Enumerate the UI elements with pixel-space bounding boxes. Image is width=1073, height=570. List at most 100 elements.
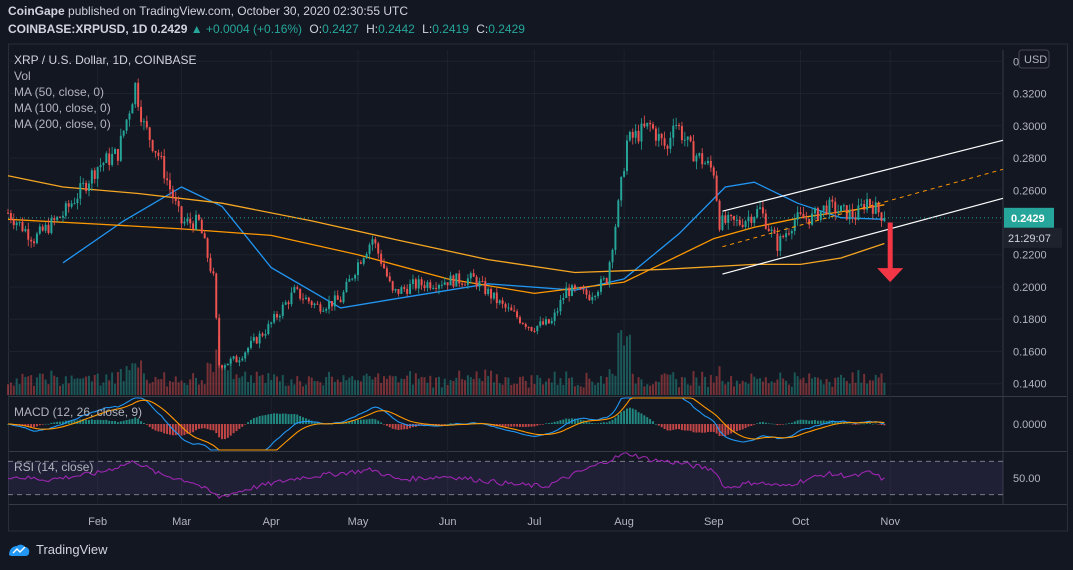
candle-body [339, 299, 342, 303]
volume-bar [15, 378, 18, 395]
macd-histogram-bar [440, 424, 443, 425]
candle-body [802, 213, 805, 219]
candle-body [678, 124, 681, 127]
candle-body [863, 204, 866, 210]
volume-bar [420, 376, 423, 395]
volume-bar [157, 379, 160, 395]
macd-histogram-bar [550, 422, 553, 424]
price-label-box [1004, 207, 1054, 228]
macd-histogram-bar [73, 420, 76, 424]
macd-histogram-bar [278, 413, 281, 424]
candle-body [137, 82, 140, 107]
candle-body [41, 226, 44, 231]
candle-body [837, 211, 840, 214]
volume-bar [388, 375, 391, 395]
last-price: 0.2429 [150, 22, 188, 36]
publisher-name[interactable]: CoinGape [8, 4, 65, 18]
volume-bar [542, 384, 545, 395]
volume-bar [646, 384, 649, 395]
candle-body [704, 163, 707, 165]
macd-histogram-bar [649, 419, 652, 424]
volume-bar [452, 380, 455, 395]
volume-bar [461, 379, 464, 395]
macd-histogram-bar [657, 424, 660, 426]
candle-body [50, 218, 53, 233]
candle-body [328, 301, 331, 309]
candle-body [822, 205, 825, 211]
volume-bar [21, 373, 24, 395]
candle-body [154, 150, 157, 153]
macd-histogram-bar [805, 420, 808, 424]
candle-body [692, 141, 695, 162]
volume-bar [709, 375, 712, 395]
macd-histogram-bar [770, 423, 773, 425]
volume-bar [521, 376, 524, 395]
currency-badge: USD [1024, 54, 1047, 66]
volume-bar [657, 382, 660, 395]
price-tick-label: 0.1600 [1013, 346, 1047, 358]
macd-histogram-bar [773, 423, 776, 425]
volume-bar [466, 375, 469, 395]
candle-body [293, 287, 296, 293]
volume-bar [779, 372, 782, 395]
volume-bar [848, 383, 851, 395]
volume-bar [857, 370, 860, 395]
candle-body [594, 296, 597, 298]
volume-bar [200, 380, 203, 395]
volume-bar [111, 372, 114, 395]
macd-histogram-bar [727, 424, 730, 435]
countdown-box [1004, 227, 1062, 248]
volume-bar [449, 380, 452, 395]
tradingview-footer[interactable]: TradingView [8, 542, 108, 557]
candle-body [475, 276, 478, 287]
macd-histogram-bar [868, 423, 871, 424]
volume-bar [177, 382, 180, 395]
volume-bar [785, 380, 788, 395]
volume-bar [61, 384, 64, 395]
volume-bar [877, 377, 880, 395]
macd-histogram-bar [270, 413, 273, 424]
volume-bar [652, 384, 654, 395]
macd-histogram-bar [562, 419, 565, 424]
macd-histogram-bar [588, 422, 591, 424]
volume-bar [738, 383, 741, 395]
macd-histogram-bar [874, 423, 877, 425]
moving-average-line [7, 175, 885, 274]
macd-histogram-bar [602, 422, 605, 424]
volume-bar [868, 380, 871, 395]
volume-bar [721, 380, 724, 395]
candle-body [351, 278, 354, 280]
candle-body [151, 140, 154, 151]
candle-body [145, 121, 148, 128]
macd-histogram-bar [640, 413, 643, 424]
macd-histogram-bar [706, 424, 709, 433]
macd-histogram-bar [345, 421, 348, 424]
macd-histogram-bar [822, 420, 825, 424]
candle-body [637, 130, 640, 142]
volume-bar [860, 382, 863, 395]
macd-histogram-bar [125, 420, 128, 424]
candle-body [706, 160, 709, 164]
candle-body [770, 229, 773, 232]
macd-histogram-bar [628, 407, 631, 424]
candle-body [105, 153, 108, 163]
price-tick-label: 0.3200 [1013, 89, 1047, 101]
candle-body [206, 238, 209, 258]
macd-histogram-bar [41, 424, 44, 425]
candle-body [582, 289, 585, 291]
volume-bar [834, 377, 837, 395]
volume-bar [553, 371, 556, 395]
volume-bar [163, 372, 166, 395]
candle-body [420, 279, 423, 286]
macd-histogram-bar [741, 424, 744, 430]
volume-bar [628, 334, 631, 395]
volume-bar [611, 373, 614, 395]
volume-bar [863, 373, 866, 395]
candle-body [365, 253, 368, 259]
macd-histogram-bar [247, 422, 250, 424]
candle-body [99, 165, 102, 168]
macd-histogram-bar [848, 423, 851, 425]
candle-body [177, 200, 180, 207]
volume-bar [675, 379, 678, 395]
